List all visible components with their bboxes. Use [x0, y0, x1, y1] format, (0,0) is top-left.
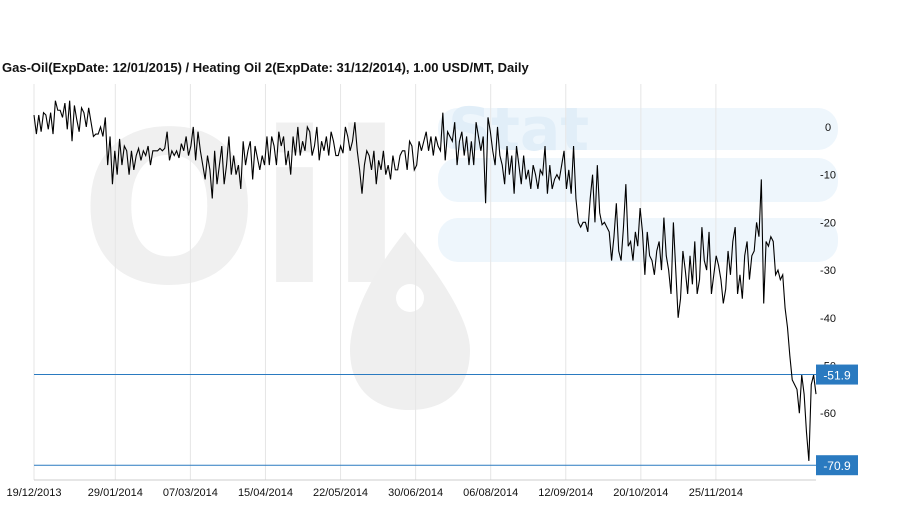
watermark-logo-text-2: Stat	[448, 95, 589, 165]
y-tick-label: -40	[820, 313, 836, 325]
x-tick-label: 22/05/2014	[313, 487, 368, 499]
horizontal-line-labels: -51.9 -70.9	[816, 364, 858, 476]
y-tick-label: 0	[825, 122, 831, 134]
chart-title: Gas-Oil(ExpDate: 12/01/2015) / Heating O…	[2, 60, 529, 75]
reference-line-label: -70.9	[823, 459, 851, 473]
x-tick-label: 25/11/2014	[689, 487, 743, 499]
x-tick-label: 15/04/2014	[238, 487, 293, 499]
y-tick-label: -20	[820, 217, 836, 229]
series-line	[33, 100, 817, 461]
x-axis-ticks: 19/12/2013 29/01/2014 07/03/2014 15/04/2014…	[6, 487, 743, 499]
watermark-logo-text: Oil	[80, 87, 403, 332]
x-tick-label: 29/01/2014	[88, 487, 143, 499]
grid	[33, 84, 717, 480]
x-tick-label: 12/09/2014	[538, 487, 593, 499]
horizontal-lines	[34, 374, 816, 466]
y-tick-label: -30	[820, 265, 836, 277]
x-tick-label: 06/08/2014	[463, 487, 518, 499]
y-tick-label: -60	[820, 408, 836, 420]
x-tick-label: 20/10/2014	[613, 487, 668, 499]
x-tick-label: 30/06/2014	[388, 487, 443, 499]
x-tick-label: 07/03/2014	[163, 487, 218, 499]
reference-line-badge	[816, 364, 858, 385]
reference-line-label: -51.9	[823, 369, 851, 383]
reference-line-badge	[816, 455, 858, 476]
x-tick-label: 19/12/2013	[6, 487, 61, 499]
y-tick-label: -10	[820, 170, 836, 182]
